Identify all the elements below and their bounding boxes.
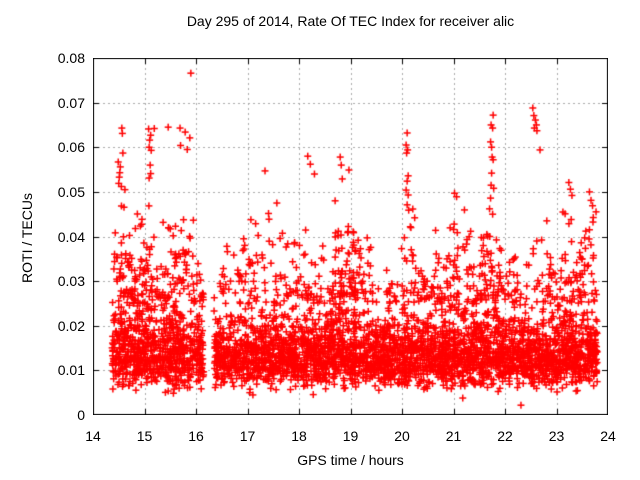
x-tick-label: 24 <box>600 428 616 444</box>
x-tick-label: 22 <box>497 428 513 444</box>
y-tick-label: 0.02 <box>57 317 85 334</box>
x-tick-label: 20 <box>394 428 410 444</box>
chart-title: Day 295 of 2014, Rate Of TEC Index for r… <box>186 13 515 29</box>
x-tick-label: 19 <box>342 428 359 444</box>
y-axis-title: ROTI / TECUs <box>19 193 35 283</box>
x-axis-title: GPS time / hours <box>297 452 404 468</box>
y-tick-label: 0.06 <box>57 139 85 156</box>
x-tick-label: 23 <box>548 428 565 444</box>
y-tick-label: 0.04 <box>57 228 85 245</box>
y-tick-label: 0.07 <box>57 94 85 111</box>
plot-area <box>93 58 608 415</box>
y-tick-label: 0.08 <box>57 50 85 66</box>
y-tick-label: 0.05 <box>57 183 85 200</box>
y-tick-label: 0.01 <box>57 362 85 379</box>
x-tick-label: 15 <box>136 428 153 444</box>
y-tick-label: 0.03 <box>57 273 85 290</box>
x-tick-label: 17 <box>239 428 256 444</box>
x-tick-label: 14 <box>85 428 101 444</box>
x-tick-label: 16 <box>188 428 204 444</box>
x-tick-label: 18 <box>291 428 307 444</box>
x-tick-label: 21 <box>445 428 462 444</box>
y-tick-label: 0 <box>77 407 85 423</box>
plot-canvas <box>93 58 608 415</box>
